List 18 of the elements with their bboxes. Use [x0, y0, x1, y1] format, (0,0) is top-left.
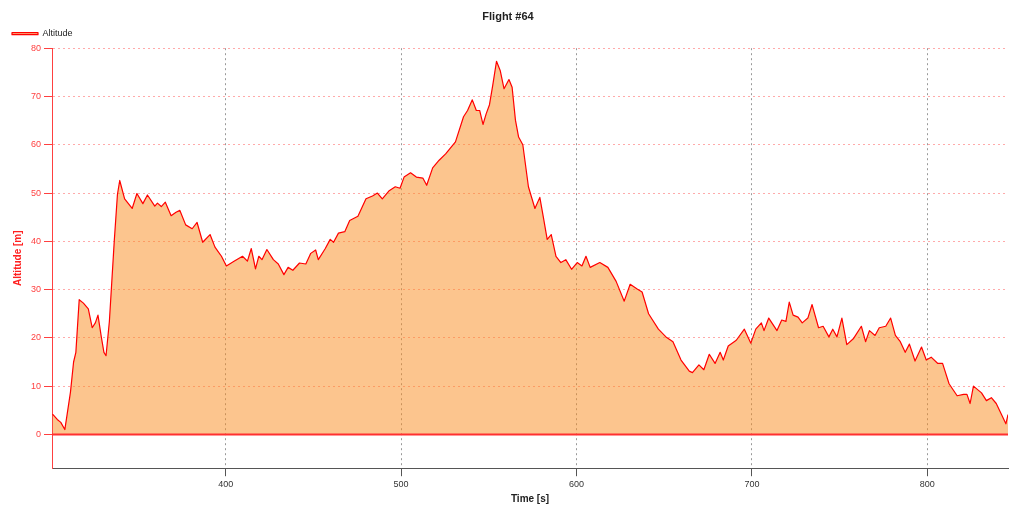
x-tick-label: 400: [218, 479, 234, 490]
x-tick-label: 500: [393, 479, 409, 490]
x-tick-label: 800: [919, 479, 935, 490]
chart-title: Flight #64: [482, 9, 535, 22]
x-axis-title: Time [s]: [510, 492, 550, 504]
y-tick-label: 70: [31, 90, 42, 101]
y-tick-label: 10: [31, 380, 42, 391]
y-tick-label: 0: [36, 428, 42, 439]
y-tick-label: 40: [31, 235, 42, 246]
x-tick-label: 700: [744, 479, 760, 490]
x-tick-label: 600: [568, 479, 584, 490]
y-tick-label: 30: [31, 284, 42, 295]
y-axis-title: Altitude [m]: [11, 230, 23, 286]
y-tick-label: 60: [31, 139, 42, 150]
legend-label: Altitude: [42, 28, 73, 39]
y-tick-label: 20: [31, 332, 42, 343]
y-tick-label: 80: [31, 42, 42, 53]
y-tick-label: 50: [31, 187, 42, 198]
